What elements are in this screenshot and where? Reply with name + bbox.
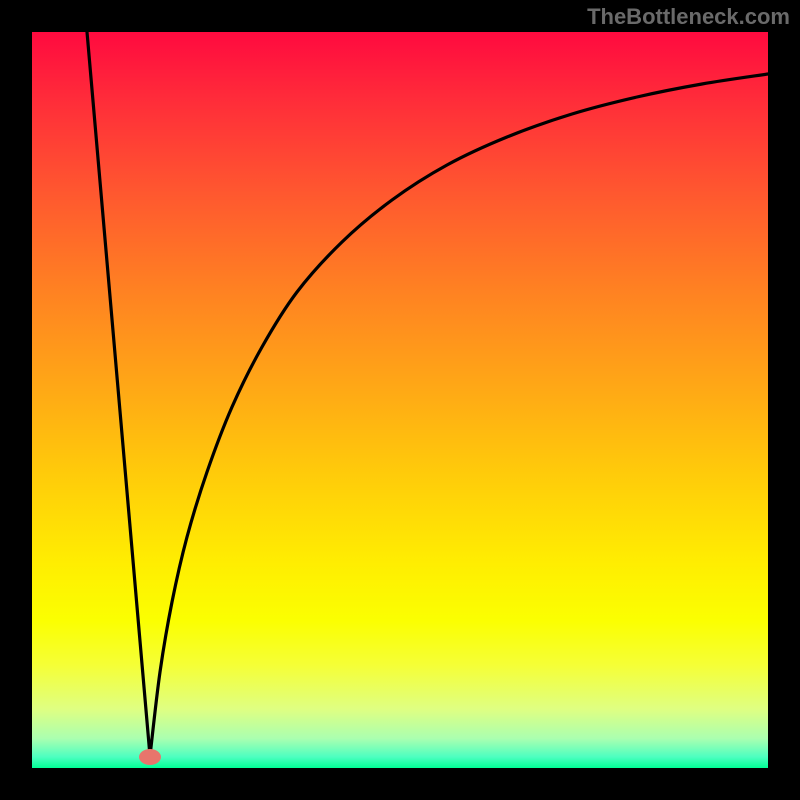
- chart-container: TheBottleneck.com: [0, 0, 800, 800]
- plot-area: [32, 32, 768, 768]
- curve-path: [87, 32, 768, 756]
- minimum-marker: [139, 749, 161, 765]
- watermark-text: TheBottleneck.com: [587, 4, 790, 30]
- curve-layer: [32, 32, 768, 768]
